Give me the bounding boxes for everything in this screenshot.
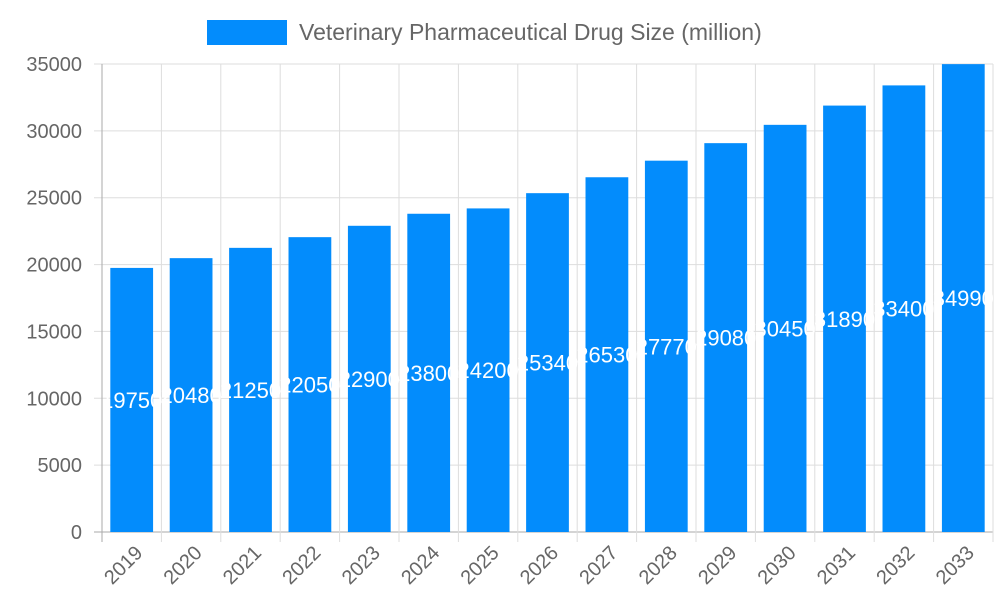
x-tick-label: 2032 — [872, 542, 919, 589]
bar — [110, 267, 154, 532]
bar — [823, 105, 866, 532]
bar — [941, 64, 985, 532]
x-tick-label: 2019 — [100, 542, 147, 589]
data-label: 30450 — [755, 316, 816, 341]
y-tick-label: 20000 — [26, 255, 82, 277]
legend-swatch — [207, 20, 287, 45]
data-label: 27770 — [636, 334, 697, 359]
data-label: 20480 — [161, 383, 222, 408]
x-tick-label: 2029 — [694, 542, 741, 589]
x-tick-label: 2021 — [219, 542, 266, 589]
y-tick-label: 30000 — [26, 121, 82, 143]
x-tick-label: 2026 — [516, 542, 563, 589]
x-tick-label: 2027 — [575, 542, 622, 589]
data-label: 31890 — [814, 307, 875, 332]
data-label: 19750 — [101, 388, 162, 413]
data-label: 22900 — [339, 367, 400, 392]
x-tick-label: 2033 — [932, 542, 979, 589]
bar — [704, 143, 748, 532]
bar — [466, 208, 510, 532]
x-tick-label: 2028 — [635, 542, 682, 589]
data-label: 33400 — [873, 297, 934, 322]
bar — [288, 237, 332, 532]
y-tick-label: 5000 — [38, 455, 83, 477]
y-tick-label: 25000 — [26, 188, 82, 210]
y-tick-label: 35000 — [26, 54, 82, 76]
data-label: 21250 — [220, 378, 281, 403]
data-label: 23800 — [398, 361, 459, 386]
x-tick-label: 2022 — [278, 542, 325, 589]
bar — [585, 177, 629, 533]
x-tick-label: 2031 — [813, 542, 860, 589]
legend[interactable]: Veterinary Pharmaceutical Drug Size (mil… — [207, 19, 762, 46]
bar — [407, 213, 451, 532]
bar — [229, 247, 272, 532]
data-label: 26530 — [576, 343, 637, 368]
bar — [347, 225, 391, 532]
data-label: 22050 — [279, 373, 340, 398]
data-label: 24200 — [458, 358, 519, 383]
bar — [526, 193, 569, 532]
y-tick-label: 10000 — [26, 388, 82, 410]
bar — [644, 160, 688, 533]
x-tick-label: 2020 — [160, 542, 207, 589]
bar — [882, 85, 926, 532]
data-label: 34990 — [933, 286, 994, 311]
y-tick-label: 15000 — [26, 321, 82, 343]
y-tick-label: 0 — [71, 522, 82, 544]
legend-label: Veterinary Pharmaceutical Drug Size (mil… — [299, 19, 762, 45]
bar — [763, 124, 807, 532]
x-tick-label: 2025 — [457, 542, 504, 589]
x-tick-label: 2024 — [397, 542, 444, 589]
x-tick-label: 2023 — [338, 542, 385, 589]
data-label: 25340 — [517, 351, 578, 376]
data-label: 29080 — [695, 326, 756, 351]
x-tick-label: 2030 — [754, 542, 801, 589]
bar — [169, 258, 213, 532]
